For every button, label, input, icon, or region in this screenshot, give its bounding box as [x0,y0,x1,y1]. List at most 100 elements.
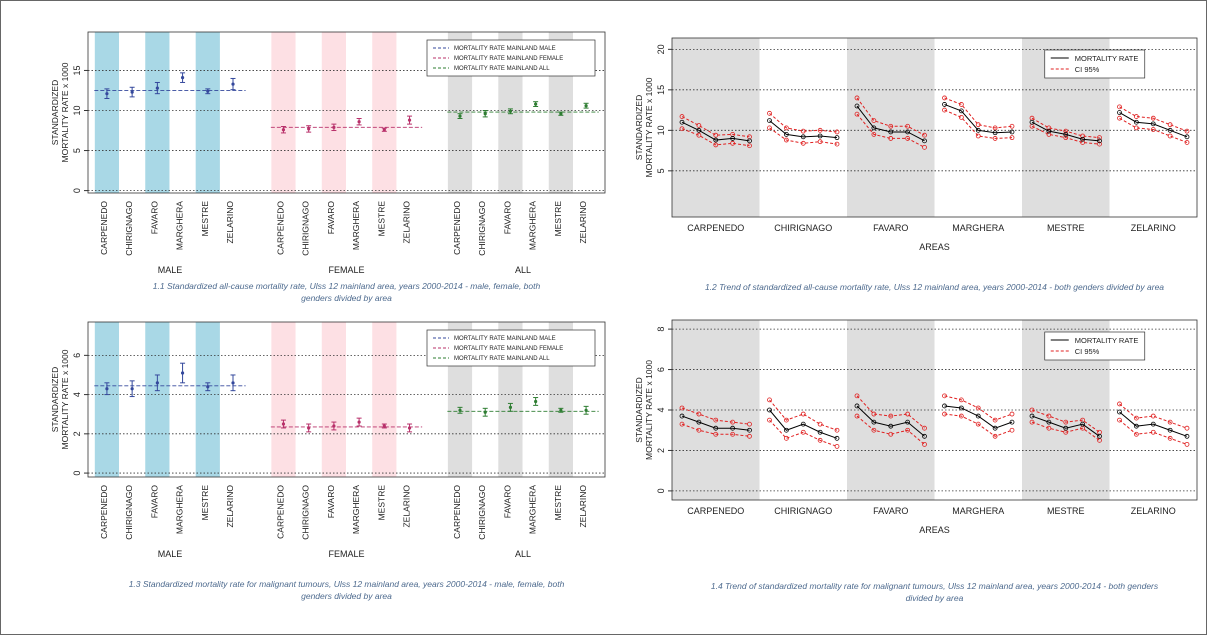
ci-lower-line-point [713,431,719,437]
y-axis-label: MORTALITY RATE x 1000 [644,77,654,177]
ci-upper-line-point [817,127,823,133]
ci-upper-line-point [817,421,823,427]
rate-line-point [817,133,823,139]
x-tick-label: ZELARINO [402,485,412,528]
rate-line-point [1184,134,1190,140]
point [281,422,286,426]
group-label: FEMALE [328,265,364,275]
plot-border [87,31,606,194]
plot-border [671,319,1198,501]
rate-line-point [767,407,772,413]
ci-upper-line-point [1167,419,1173,425]
rate-line-point [1046,128,1052,134]
ci-upper-line [944,395,1013,421]
y-tick-label: 0 [72,188,82,193]
point [231,381,235,385]
ci-lower-line-point [975,421,981,427]
ci-upper-line-point [1009,411,1015,417]
ci-upper-line-point [942,95,947,101]
plot-border [87,321,606,478]
ci-lower-line-point [783,435,789,441]
rate-line-point [1046,419,1052,425]
ci-lower-line-point [747,433,752,439]
ci-upper-line-point [1097,135,1102,141]
ci-lower-line-point [1117,417,1122,423]
point [307,426,311,430]
ci-lower-line-point [747,143,752,149]
ci-upper-line-point [800,128,806,134]
x-tick-label: MARGHERA [175,201,185,250]
rate-line [856,105,925,142]
rate-line-point [942,102,947,107]
x-tick-label: MARGHERA [351,485,361,534]
rate-line-point [958,108,964,114]
ci-lower-line-point [1184,441,1190,447]
rate-line-point [1133,119,1139,125]
y-tick-label: 6 [656,367,666,372]
rate-line-point [767,118,772,124]
ci-lower-line-point [1029,419,1035,425]
ci-upper-line-point [1150,413,1156,419]
point [508,109,513,113]
rate-line-point [834,435,840,441]
band [195,322,220,477]
ci-lower-line-point [922,144,927,150]
ci-lower-line-point [679,126,685,132]
x-tick-label: CHIRIGNAGO [301,201,311,256]
rate-line [1119,112,1188,138]
ci-upper-line-point [922,425,927,431]
y-axis-label: STANDARDIZED [634,95,644,161]
rate-line-point [1150,121,1156,127]
legend-box [426,39,596,77]
x-tick-label: ZELARINO [578,485,588,528]
ci-upper-line [944,97,1013,129]
ci-lower-line-point [1117,115,1122,121]
point [281,128,286,132]
rate-line-point [992,425,998,431]
point [584,104,588,108]
legend-label: MORTALITY RATE MAINLAND MALE [454,336,556,342]
ci-upper-line-point [871,118,877,124]
ci-lower-line-point [958,114,964,120]
x-tick-label: CHIRIGNAGO [124,485,134,540]
ci-lower-line-point [1097,141,1102,147]
y-tick-label: 20 [656,44,666,54]
group-label: MALE [158,549,183,559]
y-tick-label: 10 [72,105,82,115]
y-tick-label: 6 [72,353,82,358]
ci-lower-line-point [992,433,998,439]
ci-upper-line-point [1133,415,1139,421]
group-label: MALE [158,265,183,275]
ci-lower-line [681,423,750,437]
x-tick-label: CARPENEDO [275,201,285,255]
rate-line-point [713,425,719,431]
ci-upper-line-point [854,95,860,101]
ci-lower-line-point [992,136,998,141]
ci-upper-line-point [992,125,998,131]
ci-upper-line-point [1029,407,1035,413]
ci-upper-line-point [767,397,772,403]
group-label: ALL [515,265,531,275]
band [145,32,170,193]
ci-upper-line-point [767,110,772,116]
rate-line-point [730,425,736,431]
point [407,426,412,430]
ci-upper-line-point [1080,133,1086,139]
x-tick-label: MARGHERA [528,485,538,534]
ci-upper-line-point [888,123,894,129]
ci-upper-line-point [834,129,840,135]
ci-upper-line-point [679,114,685,119]
x-tick-label: CARPENEDO [452,201,462,255]
x-tick-label: ZELARINO [402,201,412,244]
x-tick-label: CHIRIGNAGO [301,485,311,540]
ci-upper-line [681,116,750,138]
band [145,322,170,477]
band [672,38,760,217]
point [130,387,134,391]
ci-lower-line-point [834,444,840,449]
ci-lower-line-point [1150,127,1156,132]
rate-line-point [1080,136,1086,142]
point [458,114,462,118]
